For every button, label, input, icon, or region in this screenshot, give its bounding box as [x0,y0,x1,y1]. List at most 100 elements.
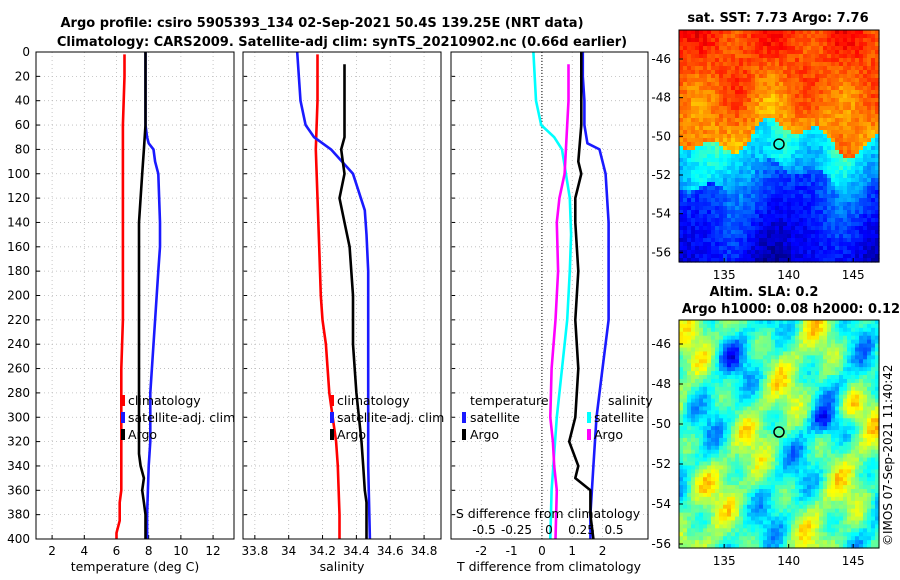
map-cell [759,130,764,135]
map-cell [835,150,840,155]
map-cell [867,453,872,459]
map-cell [875,130,880,135]
map-cell [803,130,808,135]
map-cell [779,382,784,388]
map-cell [715,110,720,115]
map-cell [691,335,696,341]
map-cell [739,58,744,63]
map-cell [823,90,828,95]
map-cell [703,78,708,83]
map-cell [799,206,804,211]
map-cell [723,38,728,43]
map-cell [855,230,860,235]
map-cell [711,138,716,143]
map-cell [727,98,732,103]
map-cell [815,327,820,333]
map-cell [811,50,816,55]
map-cell [743,367,748,372]
map-cell [843,258,848,263]
map-cell [771,58,776,63]
map-cell [727,54,732,59]
map-cell [691,331,696,337]
map-cell [695,430,700,435]
map-cell [751,38,756,43]
map-cell [711,461,716,467]
map-cell [747,138,752,143]
map-cell [779,202,784,207]
map-cell [731,230,736,235]
map-cell [871,170,876,175]
map-cell [831,339,836,345]
map-cell [683,42,688,47]
map-cell [711,449,716,455]
map-cell [755,38,760,43]
map-cell [767,430,772,435]
map-cell [795,347,800,353]
map-cell [687,74,692,79]
map-cell [791,206,796,211]
map-cell [743,426,748,431]
map-cell [775,234,780,239]
map-cell [875,218,880,223]
map-cell [835,114,840,119]
map-cell [851,206,856,211]
map-cell [695,367,700,372]
map-cell [787,178,792,183]
map-cell [827,126,832,131]
map-cell [695,106,700,111]
map-cell [779,254,784,259]
map-cell [747,453,752,459]
map-cell [875,198,880,203]
map-cell [835,238,840,243]
map-cell [707,347,712,353]
map-cell [711,246,716,251]
map-cell [751,122,756,127]
map-cell [791,347,796,353]
map-cell [823,430,828,435]
map-cell [859,327,864,333]
map-cell [851,343,856,349]
map-cell [759,375,764,380]
map-cell [727,422,732,427]
map-cell [707,98,712,103]
map-cell [831,46,836,51]
map-cell [703,170,708,175]
map-cell [695,46,700,51]
map-cell [787,54,792,59]
map-cell [859,437,864,443]
map-cell [839,118,844,123]
map-cell [723,66,728,71]
map-cell [863,437,868,443]
map-cell [779,422,784,427]
map-cell [755,66,760,71]
lon-tick-label: 145 [842,268,865,282]
map-cell [747,122,752,127]
map-cell [763,82,768,87]
map-cell [747,50,752,55]
map-cell [755,46,760,51]
map-cell [867,146,872,151]
map-cell [859,58,864,63]
map-cell [707,70,712,75]
map-cell [731,150,736,155]
map-cell [707,414,712,419]
map-cell [691,150,696,155]
map-cell [787,426,792,431]
map-cell [863,154,868,159]
map-cell [771,42,776,47]
map-cell [711,62,716,67]
map-cell [735,234,740,239]
map-cell [771,114,776,119]
map-cell [719,258,724,263]
map-cell [807,375,812,380]
map-cell [699,335,704,341]
map-cell [859,74,864,79]
map-cell [751,222,756,227]
map-cell [739,449,744,455]
map-cell [791,126,796,131]
map-cell [859,34,864,39]
map-cell [767,218,772,223]
map-cell [763,250,768,255]
map-cell [763,359,768,364]
series-line-satellite-adj-clim [144,52,162,539]
